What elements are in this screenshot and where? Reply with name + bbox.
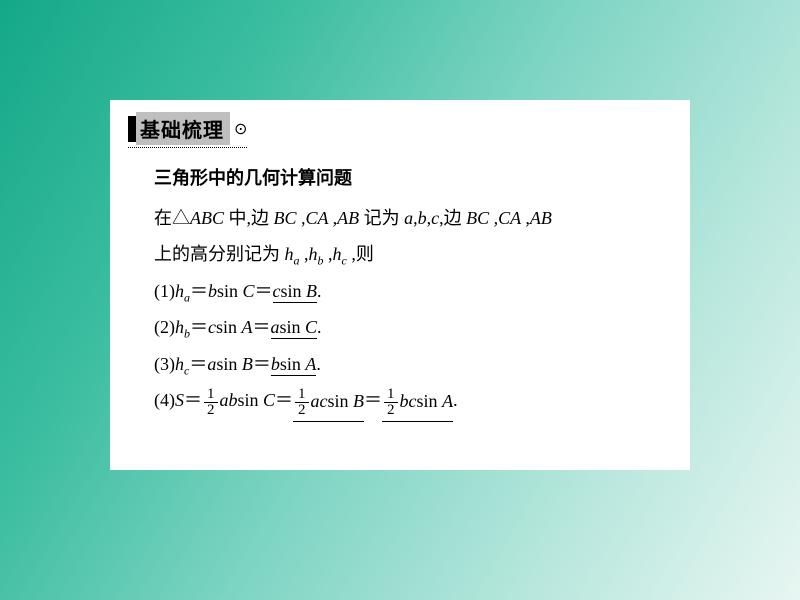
content-card: 基础梳理 ⊙ 三角形中的几何计算问题 在△ABC 中,边 BC ,CA ,AB …: [110, 100, 690, 470]
header-symbol: ⊙: [234, 119, 247, 139]
eq: ＝: [190, 281, 208, 301]
eq: ＝: [255, 281, 273, 301]
eq: ＝: [184, 390, 202, 410]
side-a: a: [404, 208, 413, 228]
angle: C: [243, 281, 255, 301]
coef: c: [273, 281, 281, 301]
eq: ＝: [253, 317, 271, 337]
formula-1: (1)ha＝bsin C＝csin B.: [154, 273, 672, 310]
sin: sin: [216, 354, 242, 374]
denominator: 2: [384, 403, 398, 418]
coef: a: [271, 317, 280, 337]
intro-line-1: 在△ABC 中,边 BC ,CA ,AB 记为 a,b,c,边 BC ,CA ,…: [154, 200, 672, 236]
sin: sin: [238, 390, 264, 410]
comma: ,: [300, 244, 309, 264]
angle: A: [442, 391, 453, 411]
answer-blank: 12acsin B: [293, 383, 364, 422]
period: .: [316, 354, 321, 374]
eq: ＝: [190, 317, 208, 337]
denominator: 2: [204, 403, 218, 418]
label: (3): [154, 354, 175, 374]
fraction-half: 12: [295, 387, 309, 418]
coef: b: [208, 281, 217, 301]
denominator: 2: [295, 403, 309, 418]
coef: c: [208, 317, 216, 337]
formula-3: (3)hc＝asin B＝bsin A.: [154, 346, 672, 383]
period: .: [453, 390, 458, 410]
fraction-half: 12: [384, 387, 398, 418]
text: ,边: [439, 208, 466, 228]
h: h: [175, 317, 184, 337]
header: 基础梳理 ⊙: [128, 112, 247, 148]
text: 在△: [154, 208, 190, 228]
sin: sin: [217, 281, 243, 301]
h: h: [309, 244, 318, 264]
comma: ,: [324, 244, 333, 264]
text: ,则: [347, 244, 374, 264]
text: 中,边: [224, 208, 274, 228]
sin: sin: [216, 317, 242, 337]
eq: ＝: [253, 354, 271, 374]
coef: b: [271, 354, 280, 374]
label: (2): [154, 317, 175, 337]
angle: C: [263, 390, 275, 410]
header-title: 基础梳理: [136, 112, 230, 145]
angle: B: [306, 281, 317, 301]
sin: sin: [417, 391, 443, 411]
section-title: 三角形中的几何计算问题: [154, 160, 672, 196]
angle: C: [305, 317, 317, 337]
sides: BC ,CA ,AB: [274, 208, 360, 228]
header-accent-bar: [128, 116, 136, 142]
angle: B: [353, 391, 364, 411]
text: 上的高分别记为: [154, 244, 285, 264]
coef: ab: [220, 390, 238, 410]
sin: sin: [281, 281, 307, 301]
period: .: [317, 281, 322, 301]
answer-blank: asin C: [271, 317, 318, 339]
sin: sin: [280, 317, 306, 337]
h: h: [175, 354, 184, 374]
fraction-half: 12: [204, 387, 218, 418]
eq: ＝: [364, 390, 382, 410]
angle: A: [305, 354, 316, 374]
label: (1): [154, 281, 175, 301]
text: 记为: [359, 208, 404, 228]
answer-blank: bsin A: [271, 354, 317, 376]
numerator: 1: [295, 387, 309, 403]
content-body: 三角形中的几何计算问题 在△ABC 中,边 BC ,CA ,AB 记为 a,b,…: [128, 160, 672, 422]
triangle-name: ABC: [190, 208, 224, 228]
coef: a: [207, 354, 216, 374]
h: h: [175, 281, 184, 301]
eq: ＝: [189, 354, 207, 374]
formula-4: (4)S＝12absin C＝12acsin B＝12bcsin A.: [154, 382, 672, 421]
S: S: [175, 390, 184, 410]
side-c: c: [431, 208, 439, 228]
answer-blank: 12bcsin A: [382, 383, 453, 422]
sin: sin: [280, 354, 306, 374]
label: (4): [154, 390, 175, 410]
eq: ＝: [275, 390, 293, 410]
answer-blank: csin B: [273, 281, 318, 303]
sin: sin: [328, 391, 354, 411]
period: .: [317, 317, 322, 337]
angle: A: [242, 317, 253, 337]
h: h: [333, 244, 342, 264]
h: h: [285, 244, 294, 264]
formula-2: (2)hb＝csin A＝asin C.: [154, 309, 672, 346]
coef: bc: [400, 391, 417, 411]
coef: ac: [311, 391, 328, 411]
angle: B: [242, 354, 253, 374]
numerator: 1: [204, 387, 218, 403]
intro-line-2: 上的高分别记为 ha ,hb ,hc ,则: [154, 236, 672, 273]
numerator: 1: [384, 387, 398, 403]
sides-2: BC ,CA ,AB: [466, 208, 552, 228]
side-b: b: [418, 208, 427, 228]
